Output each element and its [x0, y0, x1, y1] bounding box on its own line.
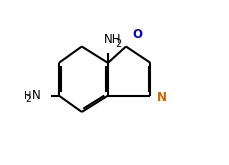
Text: NH: NH — [104, 33, 121, 47]
Text: N: N — [157, 91, 167, 104]
Text: H: H — [24, 91, 31, 101]
Text: O: O — [133, 28, 142, 41]
Text: 2: 2 — [25, 95, 31, 104]
Text: 2: 2 — [116, 39, 122, 49]
Text: N: N — [32, 89, 41, 102]
